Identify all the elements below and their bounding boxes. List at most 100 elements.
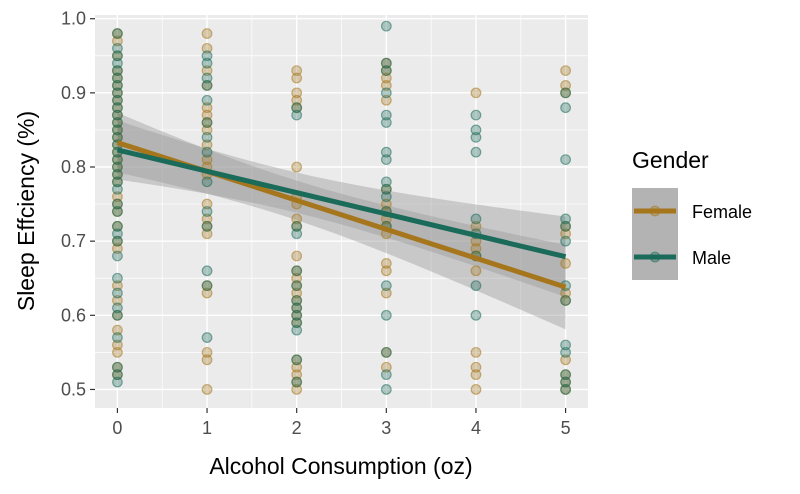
data-point-male (291, 265, 303, 277)
data-point-female (380, 94, 392, 106)
data-point-female (470, 369, 482, 381)
data-point-male (112, 65, 123, 77)
data-point-female (470, 87, 482, 99)
data-point-male (291, 354, 303, 366)
trend-lines (116, 140, 567, 290)
trend-line-male (116, 147, 567, 260)
legend-label-male: Male (692, 248, 731, 268)
data-point-male (112, 272, 123, 284)
data-point-female (201, 287, 213, 299)
data-point-female (201, 28, 213, 39)
data-point-male (112, 302, 123, 314)
data-point-female (201, 346, 213, 358)
data-point-male (112, 361, 123, 373)
data-point-female (112, 35, 123, 47)
data-point-male (470, 309, 482, 321)
data-point-female (112, 346, 123, 358)
data-point-female (201, 139, 213, 151)
data-point-male (201, 117, 213, 128)
data-point-female (201, 102, 213, 114)
data-point-female (201, 213, 213, 225)
data-point-male (291, 309, 303, 321)
y-axis-title: Sleep Effciency (%) (13, 111, 39, 311)
data-point-male (112, 287, 123, 299)
data-point-female (470, 361, 482, 373)
data-point-male (560, 102, 571, 114)
data-point-male (380, 109, 392, 121)
data-point-female (201, 42, 213, 54)
y-tick-label: 0.6 (61, 305, 86, 325)
data-point-male (380, 191, 392, 203)
data-point-female (560, 354, 571, 366)
legend-key-point (649, 251, 661, 263)
data-point-male (470, 146, 482, 158)
data-point-male (470, 213, 482, 225)
data-point-male (470, 109, 482, 121)
data-point-male (201, 80, 213, 91)
data-point-male (112, 102, 123, 114)
legend-key-male (632, 234, 678, 280)
x-tick-label: 5 (561, 418, 571, 438)
data-point-male (201, 265, 213, 277)
data-point-male (201, 131, 213, 143)
data-point-female (470, 243, 482, 254)
data-point-male (112, 131, 123, 143)
legend-key-point (649, 205, 661, 217)
data-point-female (380, 287, 392, 299)
data-point-male (112, 376, 123, 388)
data-point-male (560, 384, 571, 395)
legend-key-female (632, 188, 678, 234)
data-point-male (112, 309, 123, 321)
data-point-male (201, 72, 213, 84)
data-point-male (112, 57, 123, 69)
data-point-female (112, 243, 123, 254)
data-point-male (112, 28, 123, 39)
data-point-male (291, 220, 303, 232)
data-point-female (112, 324, 123, 336)
data-point-male (112, 72, 123, 84)
y-tick-label: 0.8 (61, 157, 86, 177)
data-point-female (380, 258, 392, 269)
x-tick-label: 2 (292, 418, 302, 438)
data-point-female (201, 154, 213, 165)
data-point-female (291, 369, 303, 381)
data-point-female (291, 94, 303, 106)
data-point-female (560, 258, 571, 269)
data-point-male (291, 102, 303, 114)
data-point-female (201, 354, 213, 366)
data-point-male (560, 376, 571, 388)
minor-gridlines (95, 15, 588, 408)
data-point-male (380, 87, 392, 99)
data-point-male (560, 154, 571, 165)
data-point-male (470, 280, 482, 292)
data-point-female (380, 361, 392, 373)
data-point-female (112, 339, 123, 351)
data-point-female (201, 65, 213, 77)
data-point-male (560, 369, 571, 381)
x-tick-label: 0 (112, 418, 122, 438)
data-point-male (380, 346, 392, 358)
data-point-female (291, 361, 303, 373)
legend: Gender Female Male (632, 147, 752, 280)
legend-title: Gender (632, 147, 709, 173)
data-points (112, 20, 571, 395)
data-point-male (470, 124, 482, 136)
y-tick-label: 1.0 (61, 9, 86, 29)
data-point-male (380, 57, 392, 69)
legend-keys (632, 188, 678, 280)
data-point-male (112, 154, 123, 165)
data-point-male (201, 220, 213, 232)
data-point-male (380, 183, 392, 195)
data-point-male (380, 309, 392, 321)
data-point-male (201, 50, 213, 62)
x-tick-label: 4 (471, 418, 481, 438)
data-point-male (112, 206, 123, 217)
data-point-male (380, 146, 392, 158)
data-point-male (112, 369, 123, 381)
data-point-female (112, 295, 123, 306)
data-point-male (112, 235, 123, 247)
y-tick-label: 0.9 (61, 83, 86, 103)
x-tick-label: 3 (381, 418, 391, 438)
y-tick-label: 0.7 (61, 231, 86, 251)
